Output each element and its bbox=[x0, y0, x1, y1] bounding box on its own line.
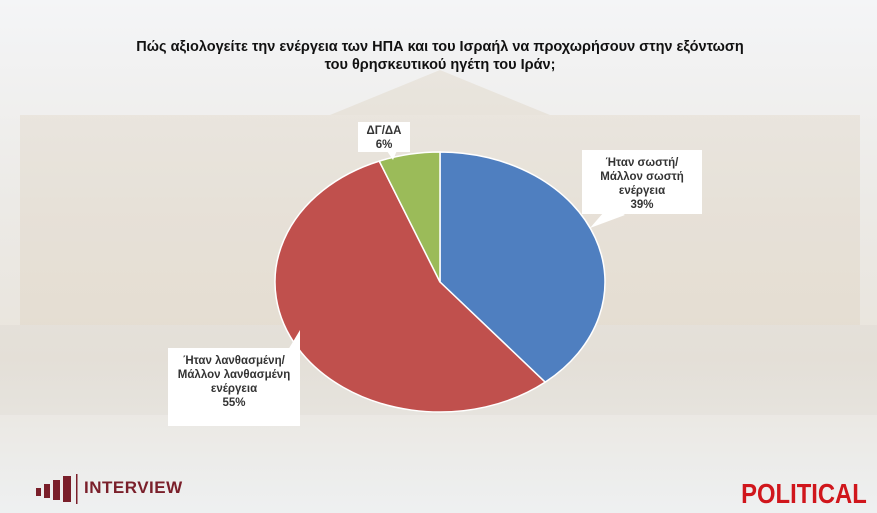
label-box bbox=[358, 122, 410, 152]
pie-slice bbox=[439, 151, 606, 384]
value-label: 39% bbox=[630, 199, 654, 211]
label-box bbox=[582, 150, 702, 214]
slice-label: Ήταν σωστή/Μάλλον σωστή ενέργεια 39% bbox=[582, 156, 702, 212]
logo-icon bbox=[36, 474, 78, 504]
logo-interview: INTERVIEW bbox=[84, 478, 183, 497]
slice-label: ΔΓ/ΔΑ 6% bbox=[358, 124, 410, 152]
value-label: 55% bbox=[222, 397, 246, 409]
pie bbox=[274, 151, 606, 413]
category-label: Ήταν λανθασμένη/Μάλλον λανθασμένη ενέργε… bbox=[177, 355, 291, 395]
category-label: ΔΓ/ΔΑ bbox=[366, 125, 402, 137]
pie-slice bbox=[378, 151, 441, 283]
chart-title: Πώς αξιολογείτε την ενέργεια των ΗΠΑ και… bbox=[136, 39, 744, 73]
value-label: 6% bbox=[375, 139, 393, 151]
slice-label: Ήταν λανθασμένη/Μάλλον λανθασμένη ενέργε… bbox=[168, 354, 300, 410]
label-box bbox=[168, 348, 300, 426]
category-label: Ήταν σωστή/Μάλλον σωστή ενέργεια bbox=[600, 157, 684, 197]
logo-political: POLITICAL bbox=[741, 478, 867, 509]
